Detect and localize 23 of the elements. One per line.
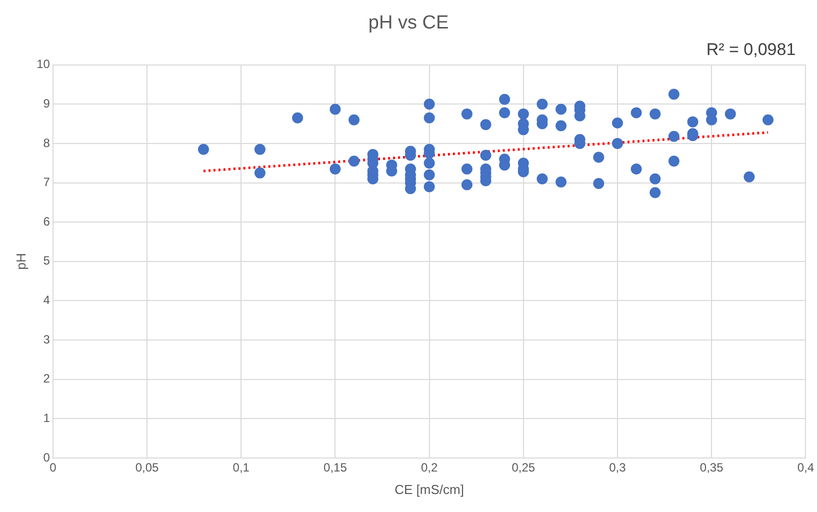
- y-axis-title: pH: [13, 253, 28, 270]
- y-tick-label: 5: [43, 254, 50, 268]
- y-tick-label: 1: [43, 410, 50, 425]
- chart-title: pH vs CE: [368, 12, 449, 34]
- y-tick-label: 4: [43, 293, 50, 308]
- y-tick-label: 7: [43, 175, 50, 190]
- y-tick-label: 9: [43, 96, 50, 110]
- x-tick-label: 0,25: [512, 460, 536, 475]
- y-tick-label: 6: [43, 214, 50, 228]
- x-tick-label: 0,35: [700, 460, 724, 475]
- x-tick-label: 0,15: [324, 460, 348, 475]
- x-tick-label: 0,3: [609, 460, 626, 475]
- x-tick-label: 0,2: [420, 460, 438, 475]
- y-tick-label: 8: [43, 136, 50, 150]
- y-tick-label: 3: [43, 332, 50, 346]
- y-tick-label: 2: [43, 372, 50, 386]
- text: R² = 0,0981: [706, 40, 796, 59]
- x-tick-label: 0,4: [797, 460, 814, 475]
- y-tick-label: 0: [43, 450, 50, 464]
- x-axis-title: CE [mS/cm]: [394, 482, 464, 497]
- x-tick-label: 0,05: [135, 460, 160, 475]
- y-tick-label: 10: [36, 57, 50, 72]
- x-tick-label: 0,1: [232, 460, 250, 475]
